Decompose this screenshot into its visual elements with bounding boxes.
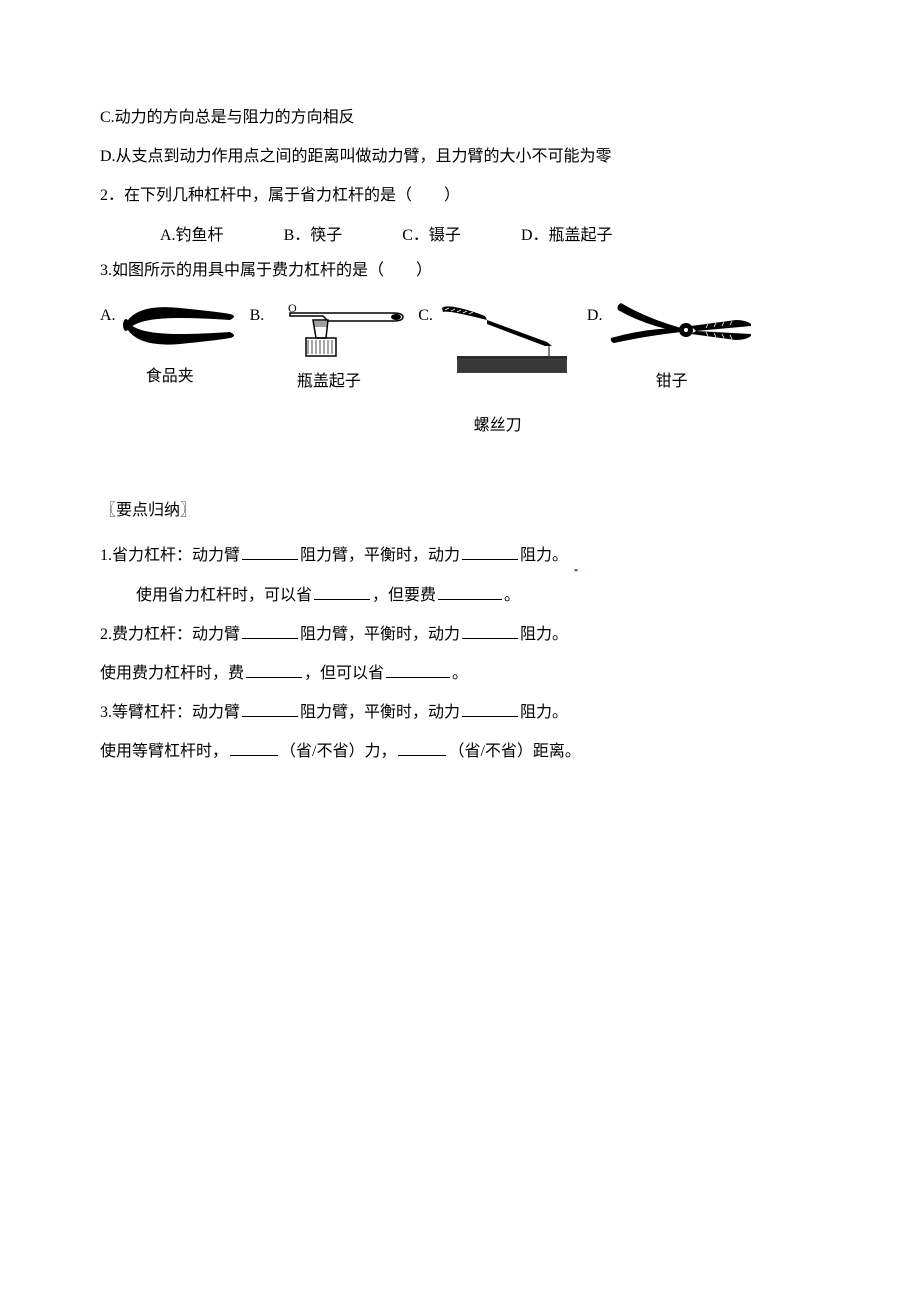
q2-option-d: D．瓶盖起子 <box>521 218 613 253</box>
summary-p2-line2: 使用费力杠杆时，费 ，但可以省 。 <box>100 656 820 691</box>
q2-option-c: C．镊子 <box>402 218 461 253</box>
summary-title: 〖要点归纳〗 <box>100 493 820 528</box>
summary-p1b: 阻力臂，平衡时，动力 <box>300 547 460 564</box>
q3-image-d: D. 钳子 <box>587 298 757 399</box>
q3-d-letter: D. <box>587 298 603 333</box>
summary-p3-line1: 3.等臂杠杆：动力臂 阻力臂，平衡时，动力 阻力。 <box>100 695 820 730</box>
q3-image-a-label: A. <box>100 298 240 353</box>
q2-option-b: B．筷子 <box>284 218 343 253</box>
q3-a-caption: 食品夹 <box>146 359 194 394</box>
summary-p1a: 1.省力杠杆：动力臂 <box>100 547 240 564</box>
summary-p3-line2: 使用等臂杠杆时， （省/不省）力， （省/不省）距离。 <box>100 734 820 769</box>
summary-p1f: 。 <box>504 587 520 604</box>
q3-image-d-label: D. <box>587 298 757 358</box>
q3-image-b: B. O 瓶盖起子 <box>250 298 409 399</box>
summary-p2a: 2.费力杠杆：动力臂 <box>100 626 240 643</box>
blank-3 <box>314 584 370 600</box>
q3-image-c-label: C. <box>418 298 577 378</box>
blank-9 <box>242 701 298 717</box>
q1-option-d-text: D.从支点到动力作用点之间的距离叫做动力臂，且力臂的大小不可能为零 <box>100 148 612 165</box>
food-tongs-icon <box>120 298 240 353</box>
q3-b-letter: B. <box>250 298 265 333</box>
q3-c-letter: C. <box>418 298 433 333</box>
summary-p3b: 阻力臂，平衡时，动力 <box>300 704 460 721</box>
bottle-opener-icon: O <box>268 298 408 358</box>
q1-option-d: D.从支点到动力作用点之间的距离叫做动力臂，且力臂的大小不可能为零 <box>100 139 820 174</box>
blank-4 <box>438 584 502 600</box>
q2-stem: 2．在下列几种杠杆中，属于省力杠杆的是（ ） <box>100 178 820 213</box>
blank-6 <box>462 623 518 639</box>
q3-d-caption: 钳子 <box>656 364 688 399</box>
summary-p1e: ，但要费 <box>372 587 436 604</box>
summary-p3a: 3.等臂杠杆：动力臂 <box>100 704 240 721</box>
screwdriver-icon <box>437 298 577 378</box>
q3-c-caption: 螺丝刀 <box>474 408 522 443</box>
q1-option-c-text: C.动力的方向总是与阻力的方向相反 <box>100 109 355 126</box>
blank-7 <box>246 662 302 678</box>
q1-option-c: C.动力的方向总是与阻力的方向相反 <box>100 100 820 135</box>
summary-p1-line1: 1.省力杠杆：动力臂 阻力臂，平衡时，动力 阻力。 <box>100 538 820 573</box>
summary-p1-line2: 使用省力杠杆时，可以省 ，但要费 。 <box>100 578 820 613</box>
q2-option-a: A.钓鱼杆 <box>160 218 224 253</box>
q2-stem-text: 2．在下列几种杠杆中，属于省力杠杆的是（ ） <box>100 187 460 204</box>
summary-p2-line1: 2.费力杠杆：动力臂 阻力臂，平衡时，动力 阻力。 <box>100 617 820 652</box>
q3-images-row: A. 食品夹 B. O <box>100 298 820 443</box>
q3-image-b-label: B. O <box>250 298 409 358</box>
summary-p3d: 使用等臂杠杆时， <box>100 743 228 760</box>
summary-p2e: ，但可以省 <box>304 665 384 682</box>
q2-options: A.钓鱼杆 B．筷子 C．镊子 D．瓶盖起子 <box>100 218 820 253</box>
blank-10 <box>462 701 518 717</box>
q3-image-c: C. 螺丝刀 <box>418 298 577 443</box>
blank-2 <box>462 544 518 560</box>
q3-stem: 3.如图所示的用具中属于费力杠杆的是（ ） <box>100 253 820 288</box>
pliers-icon <box>606 298 756 358</box>
summary-title-text: 〖要点归纳〗 <box>100 502 196 519</box>
summary-p3c: 阻力。 <box>520 704 568 721</box>
q3-b-caption: 瓶盖起子 <box>297 364 361 399</box>
q3-stem-text: 3.如图所示的用具中属于费力杠杆的是（ ） <box>100 262 432 279</box>
summary-p2f: 。 <box>452 665 468 682</box>
summary-p2c: 阻力。 <box>520 626 568 643</box>
summary-p2b: 阻力臂，平衡时，动力 <box>300 626 460 643</box>
summary-p3e: （省/不省）力， <box>280 743 396 760</box>
summary-p1c: 阻力。 <box>520 547 568 564</box>
blank-11 <box>230 740 278 756</box>
signature-dot-icon <box>572 552 582 562</box>
blank-5 <box>242 623 298 639</box>
q3-image-a: A. 食品夹 <box>100 298 240 394</box>
blank-12 <box>398 740 446 756</box>
blank-1 <box>242 544 298 560</box>
summary-p2d: 使用费力杠杆时，费 <box>100 665 244 682</box>
summary-p3f: （省/不省）距离。 <box>448 743 580 760</box>
summary-p1d: 使用省力杠杆时，可以省 <box>136 587 312 604</box>
q3-a-letter: A. <box>100 298 116 333</box>
blank-8 <box>386 662 450 678</box>
